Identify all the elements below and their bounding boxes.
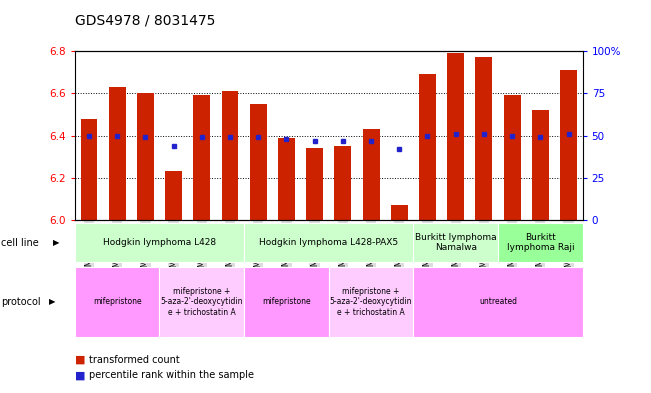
Text: ■: ■ (75, 370, 85, 380)
Bar (419, 74, 436, 220)
Bar (532, 110, 549, 220)
Text: ▶: ▶ (49, 297, 55, 306)
Bar (159, 267, 244, 336)
Bar (278, 138, 295, 220)
Bar (193, 95, 210, 220)
Text: Burkitt lymphoma
Namalwa: Burkitt lymphoma Namalwa (415, 233, 497, 252)
Text: Hodgkin lymphoma L428: Hodgkin lymphoma L428 (103, 238, 216, 247)
Bar (75, 223, 244, 263)
Bar (391, 205, 408, 220)
Text: Burkitt
lymphoma Raji: Burkitt lymphoma Raji (506, 233, 574, 252)
Bar (75, 267, 159, 336)
Bar (475, 57, 492, 220)
Bar (244, 223, 413, 263)
Text: mifepristone +
5-aza-2'-deoxycytidin
e + trichostatin A: mifepristone + 5-aza-2'-deoxycytidin e +… (161, 287, 243, 316)
Text: untreated: untreated (479, 297, 517, 306)
Bar (413, 223, 498, 263)
Bar (137, 93, 154, 220)
Bar (221, 91, 238, 220)
Text: ▶: ▶ (53, 238, 60, 247)
Bar (109, 87, 126, 220)
Bar (244, 267, 329, 336)
Bar (363, 129, 380, 220)
Text: transformed count: transformed count (89, 354, 180, 365)
Text: percentile rank within the sample: percentile rank within the sample (89, 370, 254, 380)
Bar (165, 171, 182, 220)
Bar (413, 267, 583, 336)
Bar (306, 148, 323, 220)
Bar (81, 119, 98, 220)
Bar (447, 53, 464, 220)
Text: protocol: protocol (1, 297, 41, 307)
Bar (560, 70, 577, 220)
Text: cell line: cell line (1, 238, 39, 248)
Bar (504, 95, 521, 220)
Bar (335, 146, 352, 220)
Text: Hodgkin lymphoma L428-PAX5: Hodgkin lymphoma L428-PAX5 (259, 238, 398, 247)
Text: mifepristone: mifepristone (93, 297, 141, 306)
Text: GDS4978 / 8031475: GDS4978 / 8031475 (75, 13, 215, 28)
Bar (250, 104, 267, 220)
Text: mifepristone: mifepristone (262, 297, 311, 306)
Bar (498, 223, 583, 263)
Text: ■: ■ (75, 354, 85, 365)
Text: mifepristone +
5-aza-2'-deoxycytidin
e + trichostatin A: mifepristone + 5-aza-2'-deoxycytidin e +… (330, 287, 412, 316)
Bar (329, 267, 413, 336)
